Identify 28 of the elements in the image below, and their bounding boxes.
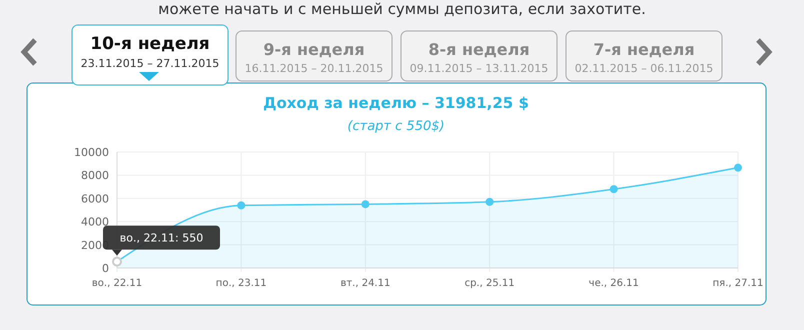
text: 23.11.2015 – 27.11.2015: [80, 57, 220, 70]
text: 8-я неделя: [428, 40, 530, 59]
point: [610, 185, 618, 194]
x-tick-label: пя., 27.11: [712, 278, 764, 289]
text: 16.11.2015 – 20.11.2015: [244, 62, 384, 75]
annotation: во., 22.11: 550: [120, 232, 204, 245]
y-tick-label: 10000: [74, 146, 109, 159]
point: [237, 201, 246, 210]
chart-subtitle: (старт с 550$): [347, 119, 445, 134]
x-tick-label: ср., 25.11: [464, 278, 515, 289]
text: 7-я неделя: [593, 40, 695, 59]
text: 02.11.2015 – 06.11.2015: [574, 62, 714, 75]
y-tick-label: 4000: [81, 216, 109, 229]
text: 09.11.2015 – 13.11.2015: [410, 62, 548, 75]
text: 10-я неделя: [90, 34, 210, 54]
x-tick-label: по., 23.11: [216, 278, 267, 289]
text: можете начать и с меньшей суммы депозита, если захотите.: [158, 0, 646, 18]
chart-title: Доход за неделю – 31981,25 $: [263, 94, 529, 112]
y-tick-label: 8000: [81, 169, 109, 182]
y-tick-label: 6000: [81, 192, 109, 206]
x-tick-label: во., 22.11: [92, 278, 142, 289]
x-tick-label: че., 26.11: [588, 278, 639, 289]
point: [734, 164, 742, 172]
y-tick-label: 0: [102, 262, 109, 275]
text: 9-я неделя: [263, 40, 365, 59]
x-tick-label: вт., 24.11: [340, 278, 390, 289]
point: [486, 198, 494, 206]
point: [361, 200, 370, 208]
